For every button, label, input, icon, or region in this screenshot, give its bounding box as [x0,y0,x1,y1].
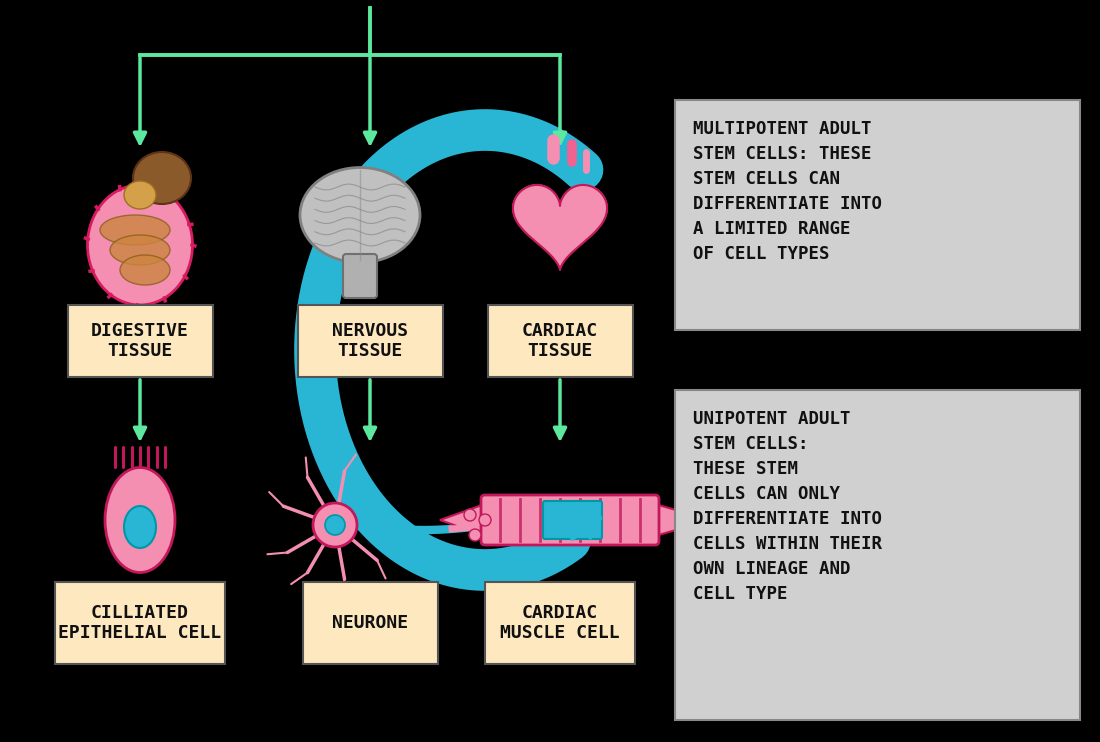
Text: DIGESTIVE
TISSUE: DIGESTIVE TISSUE [91,321,189,361]
Ellipse shape [300,168,420,263]
Text: CARDIAC
TISSUE: CARDIAC TISSUE [521,321,598,361]
FancyBboxPatch shape [297,305,442,377]
FancyBboxPatch shape [485,582,635,664]
Text: NEURONE: NEURONE [332,614,408,632]
Circle shape [464,509,476,521]
FancyBboxPatch shape [302,582,438,664]
Text: NERVOUS
TISSUE: NERVOUS TISSUE [332,321,408,361]
Ellipse shape [124,506,156,548]
Polygon shape [513,185,607,270]
FancyBboxPatch shape [481,495,659,545]
Polygon shape [654,504,710,536]
FancyBboxPatch shape [487,305,632,377]
Circle shape [314,503,358,547]
FancyBboxPatch shape [675,100,1080,330]
Text: UNIPOTENT ADULT
STEM CELLS:
THESE STEM
CELLS CAN ONLY
DIFFERENTIATE INTO
CELLS W: UNIPOTENT ADULT STEM CELLS: THESE STEM C… [693,410,882,603]
Ellipse shape [88,185,192,305]
Ellipse shape [120,255,170,285]
FancyBboxPatch shape [543,501,602,539]
Ellipse shape [124,181,156,209]
Ellipse shape [133,152,191,204]
Polygon shape [440,504,485,536]
FancyBboxPatch shape [343,254,377,298]
FancyBboxPatch shape [67,305,212,377]
Text: MULTIPOTENT ADULT
STEM CELLS: THESE
STEM CELLS CAN
DIFFERENTIATE INTO
A LIMITED : MULTIPOTENT ADULT STEM CELLS: THESE STEM… [693,120,882,263]
Circle shape [478,514,491,526]
Ellipse shape [110,235,170,265]
FancyBboxPatch shape [55,582,225,664]
Circle shape [324,515,345,535]
FancyBboxPatch shape [675,390,1080,720]
Ellipse shape [104,467,175,573]
Text: CILLIATED
EPITHELIAL CELL: CILLIATED EPITHELIAL CELL [58,603,221,643]
Circle shape [469,529,481,541]
Ellipse shape [100,215,170,245]
Text: CARDIAC
MUSCLE CELL: CARDIAC MUSCLE CELL [500,603,619,643]
